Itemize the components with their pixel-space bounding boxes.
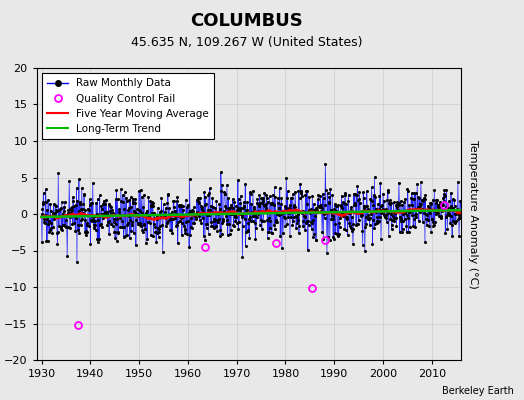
Legend: Raw Monthly Data, Quality Control Fail, Five Year Moving Average, Long-Term Tren: Raw Monthly Data, Quality Control Fail, … bbox=[42, 73, 214, 139]
Text: COLUMBUS: COLUMBUS bbox=[190, 12, 303, 30]
Y-axis label: Temperature Anomaly (°C): Temperature Anomaly (°C) bbox=[468, 140, 478, 288]
Text: 45.635 N, 109.267 W (United States): 45.635 N, 109.267 W (United States) bbox=[130, 36, 362, 49]
Text: Berkeley Earth: Berkeley Earth bbox=[442, 386, 514, 396]
